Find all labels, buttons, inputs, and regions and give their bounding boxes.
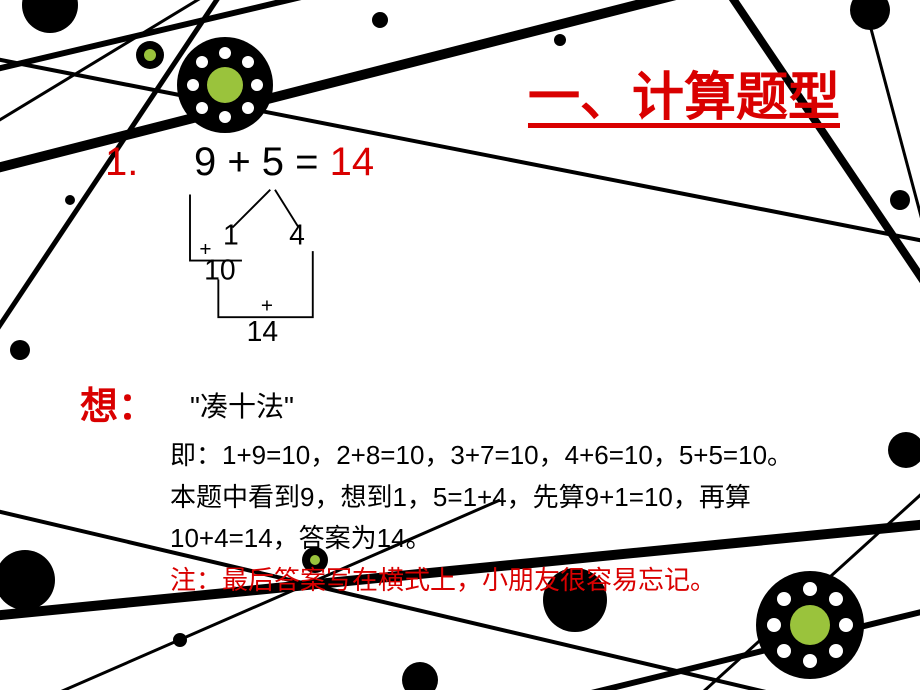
svg-text:4: 4	[289, 220, 305, 252]
problem-expression: 9 + 5 =	[194, 140, 319, 184]
note-line: 注：最后答案写在横式上，小朋友很容易忘记。	[170, 560, 870, 602]
explain-line-1: 即：1+9=10，2+8=10，3+7=10，4+6=10，5+5=10。	[170, 435, 870, 477]
problem-index: 1.	[105, 140, 138, 184]
think-heading: 想：	[80, 375, 156, 430]
svg-text:1: 1	[223, 220, 239, 252]
explain-line-2: 本题中看到9，想到1，5=1+4，先算9+1=10，再算	[170, 477, 870, 519]
section-title: 一、计算题型	[528, 55, 840, 130]
svg-text:+: +	[261, 295, 273, 318]
split-diagram: 1 4 + 10 + 14	[175, 185, 375, 355]
svg-text:14: 14	[247, 316, 279, 348]
explain-line-3: 10+4=14，答案为14。	[170, 518, 870, 560]
svg-text:10: 10	[204, 254, 236, 286]
problem-answer: 14	[330, 140, 375, 184]
slide-content: 一、计算题型 1. 9 + 5 = 14 1 4 + 10 + 14 想： "凑…	[0, 0, 920, 690]
method-name: "凑十法"	[190, 385, 294, 425]
explanation: 即：1+9=10，2+8=10，3+7=10，4+6=10，5+5=10。 本题…	[170, 435, 870, 601]
math-problem: 1. 9 + 5 = 14	[105, 140, 374, 185]
